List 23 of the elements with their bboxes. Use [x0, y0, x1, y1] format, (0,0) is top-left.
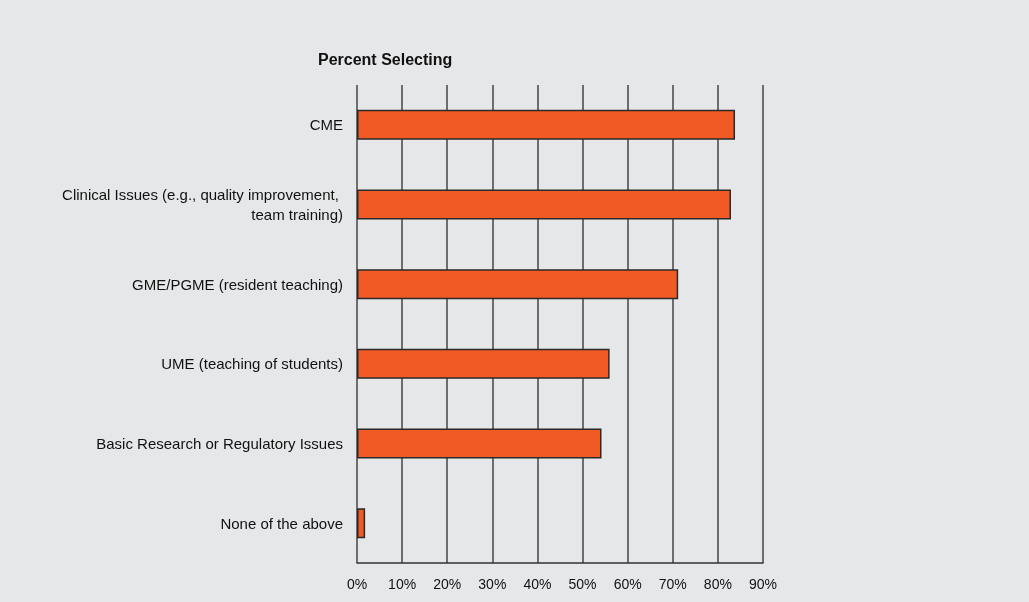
chart-title: Percent Selecting — [318, 50, 453, 68]
y-tick-label: UME (teaching of students) — [161, 355, 343, 373]
x-tick-label: 80% — [703, 576, 732, 592]
x-tick-label: 0% — [346, 576, 368, 592]
x-tick-label: 60% — [613, 576, 642, 592]
y-tick-label: CME — [309, 116, 343, 134]
bar — [357, 269, 679, 300]
x-tick-label: 40% — [523, 576, 552, 592]
y-tick-label: Clinical Issues (e.g., quality improvement, team training) — [62, 186, 343, 223]
x-tick-label: 10% — [388, 576, 417, 592]
bar — [357, 189, 731, 220]
bar — [357, 508, 366, 539]
bar — [357, 428, 602, 459]
bar — [357, 348, 610, 379]
x-tick-label: 30% — [478, 576, 507, 592]
x-tick-label: 20% — [433, 576, 462, 592]
x-tick-label: 70% — [658, 576, 687, 592]
bar — [357, 109, 736, 140]
y-tick-label: Basic Research or Regulatory Issues — [96, 435, 343, 452]
x-tick-label: 90% — [748, 576, 778, 592]
x-tick-label: 50% — [568, 576, 597, 592]
y-tick-label: GME/PGME (resident teaching) — [132, 275, 343, 293]
y-tick-label: None of the above — [220, 514, 343, 532]
